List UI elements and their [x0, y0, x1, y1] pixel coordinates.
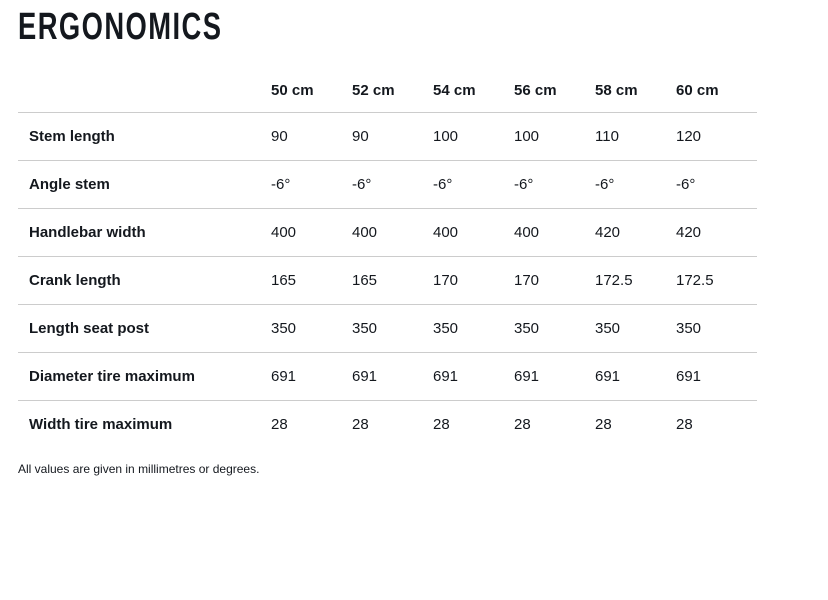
spec-value: 110 [595, 128, 619, 145]
table-body: Stem length 90 90 100 100 110 120 Angle stem -6°… [18, 113, 757, 449]
table-head: 50 cm 52 cm 54 cm 56 cm 58 cm 60 cm [18, 82, 757, 113]
spec-value: 400 [433, 224, 459, 241]
spec-value: 165 [271, 272, 297, 289]
page-title: ERGONOMICS [18, 6, 223, 48]
spec-value: 170 [514, 272, 540, 289]
spec-value: 120 [676, 128, 702, 145]
spec-value: 90 [271, 128, 288, 145]
row-label: Length seat post [29, 320, 150, 337]
spec-value: 28 [595, 416, 612, 433]
spec-value: -6° [271, 176, 291, 193]
spec-value: 691 [433, 368, 459, 385]
corner-cell [18, 82, 271, 113]
table-header-row: 50 cm 52 cm 54 cm 56 cm 58 cm 60 cm [18, 82, 757, 113]
row-label: Stem length [29, 128, 115, 145]
spec-value: 400 [352, 224, 378, 241]
spec-value: 420 [595, 224, 621, 241]
table-row: Handlebar width 400 400 400 400 420 420 [18, 209, 757, 257]
spec-value: 28 [352, 416, 369, 433]
spec-value: -6° [433, 176, 453, 193]
spec-value: -6° [514, 176, 534, 193]
spec-value: 28 [676, 416, 693, 433]
spec-value: 172.5 [676, 272, 714, 289]
spec-value: 691 [352, 368, 378, 385]
spec-value: 350 [433, 320, 459, 337]
spec-value: 420 [676, 224, 702, 241]
spec-value: 691 [271, 368, 297, 385]
column-header-54-cm: 54 cm [433, 82, 514, 113]
spec-value: 400 [514, 224, 540, 241]
spec-value: 90 [352, 128, 369, 145]
row-label: Diameter tire maximum [29, 368, 195, 385]
spec-value: 28 [271, 416, 288, 433]
ergonomics-section: ERGONOMICS 50 cm 52 cm 54 cm 56 cm 58 cm 60 c… [18, 6, 757, 476]
row-label: Crank length [29, 272, 121, 289]
row-label: Width tire maximum [29, 416, 173, 433]
spec-value: 350 [271, 320, 297, 337]
table-row: Crank length 165 165 170 170 172.5 172.5 [18, 257, 757, 305]
column-header-50-cm: 50 cm [271, 82, 352, 113]
spec-value: 350 [595, 320, 621, 337]
spec-value: 100 [514, 128, 540, 145]
spec-value: 28 [514, 416, 531, 433]
spec-value: 165 [352, 272, 378, 289]
spec-value: 172.5 [595, 272, 633, 289]
column-header-52-cm: 52 cm [352, 82, 433, 113]
spec-value: 170 [433, 272, 459, 289]
column-header-56-cm: 56 cm [514, 82, 595, 113]
spec-value: 350 [514, 320, 540, 337]
column-header-60-cm: 60 cm [676, 82, 757, 113]
table-row: Stem length 90 90 100 100 110 120 [18, 113, 757, 161]
units-footnote: All values are given in millimetres or d… [18, 462, 260, 476]
spec-value: 350 [352, 320, 378, 337]
table-row: Length seat post 350 350 350 350 350 350 [18, 305, 757, 353]
spec-value: -6° [676, 176, 696, 193]
row-label: Angle stem [29, 176, 110, 193]
table-row: Diameter tire maximum 691 691 691 691 691 691 [18, 353, 757, 401]
spec-value: 28 [433, 416, 450, 433]
spec-value: 691 [676, 368, 702, 385]
spec-value: 350 [676, 320, 702, 337]
spec-value: 691 [595, 368, 621, 385]
spec-value: 691 [514, 368, 540, 385]
spec-value: -6° [595, 176, 615, 193]
row-label: Handlebar width [29, 224, 146, 241]
spec-value: -6° [352, 176, 372, 193]
spec-value: 100 [433, 128, 459, 145]
ergonomics-table: 50 cm 52 cm 54 cm 56 cm 58 cm 60 cm Stem leng… [18, 82, 757, 448]
spec-value: 400 [271, 224, 297, 241]
table-row: Angle stem -6° -6° -6° -6° -6° -6° [18, 161, 757, 209]
column-header-58-cm: 58 cm [595, 82, 676, 113]
table-row: Width tire maximum 28 28 28 28 28 28 [18, 401, 757, 449]
